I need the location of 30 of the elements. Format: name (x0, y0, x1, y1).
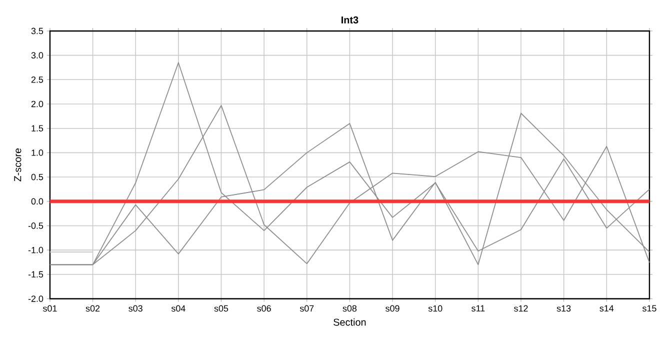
x-tick-label: s06 (257, 305, 271, 312)
y-tick-label: -1.0 (28, 247, 44, 254)
y-axis-title: Z-score (14, 148, 22, 182)
x-tick-label: s01 (42, 305, 57, 312)
x-tick-label: s13 (556, 305, 571, 312)
y-tick-label: 1.0 (32, 150, 44, 156)
x-tick-label: s12 (514, 305, 528, 312)
chart-title: Int3 (342, 16, 358, 24)
x-tick-label: s07 (300, 305, 314, 312)
y-tick-label: 2.5 (31, 76, 44, 83)
y-tick-label: -2.0 (28, 296, 44, 302)
x-tick-label: s09 (386, 305, 400, 312)
y-tick-label: 2.0 (31, 100, 44, 108)
y-tick-label: 1.5 (32, 125, 44, 132)
y-tick-label: 0.0 (31, 198, 44, 205)
y-tick-label: 0.5 (31, 174, 44, 180)
x-tick-label: s15 (642, 305, 656, 312)
x-tick-label: s02 (86, 305, 100, 312)
x-tick-label: s14 (600, 305, 614, 312)
x-tick-label: s10 (428, 305, 442, 312)
x-tick-label: s04 (171, 305, 186, 312)
x-tick-label: s11 (472, 305, 485, 312)
y-tick-label: -1.5 (28, 271, 44, 278)
y-tick-label: -0.5 (28, 222, 44, 230)
x-tick-label: s05 (214, 305, 228, 312)
x-tick-label: s03 (128, 305, 142, 312)
x-axis-title: Section (334, 318, 366, 326)
y-tick-label: 3.0 (31, 52, 44, 59)
y-tick-label: 3.5 (31, 28, 44, 34)
x-tick-label: s08 (342, 305, 357, 312)
